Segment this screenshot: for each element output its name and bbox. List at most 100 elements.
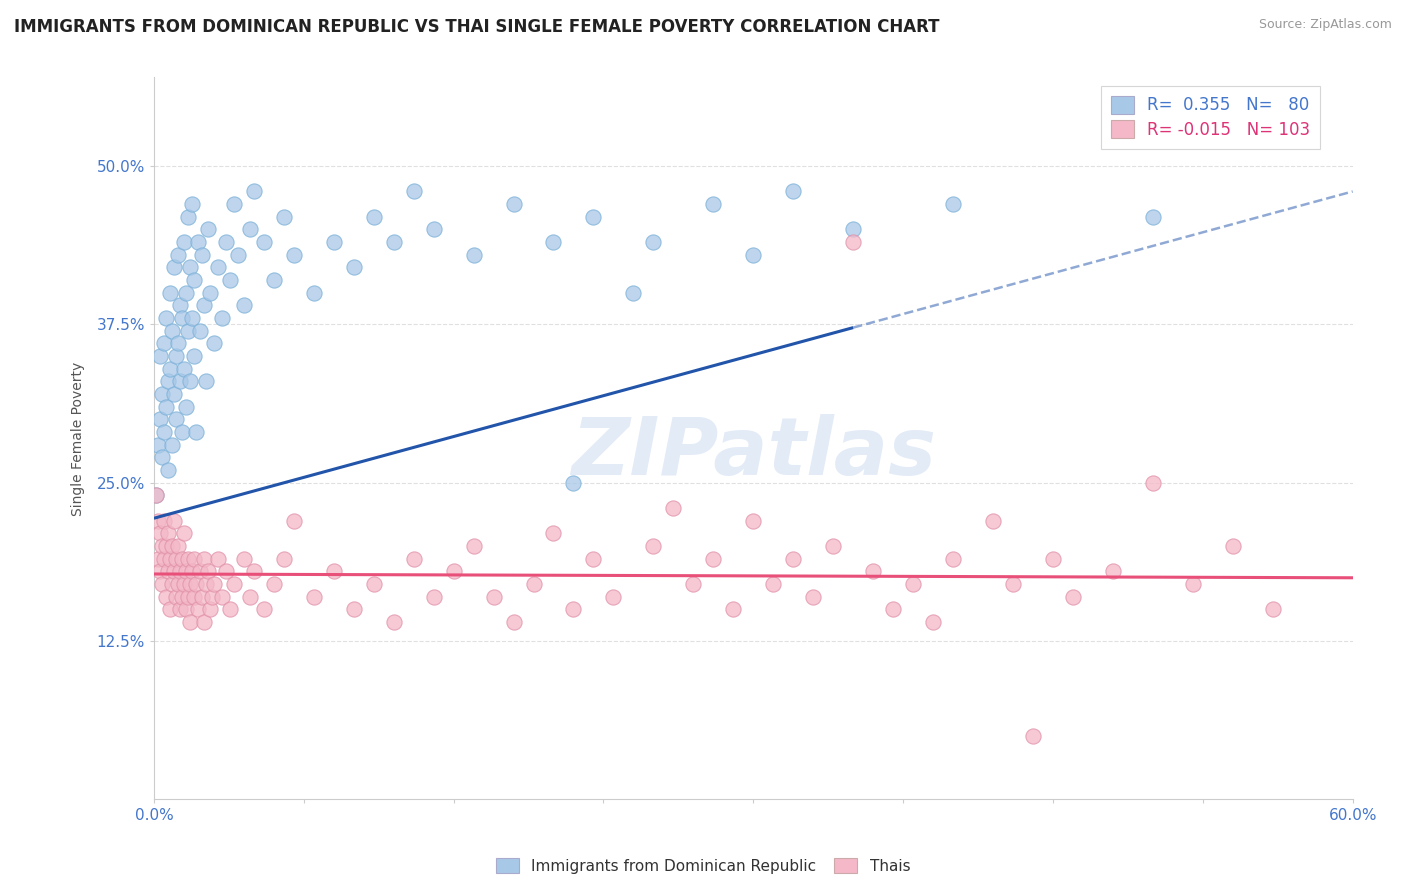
Point	[146, 514, 169, 528]
Point	[239, 590, 262, 604]
Point	[165, 412, 187, 426]
Point	[146, 438, 169, 452]
Point	[163, 514, 186, 528]
Point	[215, 565, 238, 579]
Point	[1102, 565, 1125, 579]
Point	[901, 577, 924, 591]
Point	[193, 551, 215, 566]
Point	[202, 336, 225, 351]
Point	[156, 375, 179, 389]
Point	[169, 298, 191, 312]
Point	[149, 565, 172, 579]
Point	[183, 551, 205, 566]
Point	[173, 361, 195, 376]
Point	[582, 210, 605, 224]
Point	[169, 602, 191, 616]
Point	[502, 197, 524, 211]
Point	[232, 551, 254, 566]
Point	[1261, 602, 1284, 616]
Point	[187, 235, 209, 249]
Point	[643, 539, 665, 553]
Point	[522, 577, 544, 591]
Point	[156, 565, 179, 579]
Point	[193, 615, 215, 629]
Point	[215, 235, 238, 249]
Point	[166, 539, 188, 553]
Point	[165, 551, 187, 566]
Point	[242, 185, 264, 199]
Point	[1142, 475, 1164, 490]
Point	[197, 222, 219, 236]
Point	[263, 577, 285, 591]
Point	[166, 248, 188, 262]
Point	[226, 248, 249, 262]
Point	[202, 577, 225, 591]
Point	[942, 197, 965, 211]
Point	[782, 185, 804, 199]
Point	[179, 615, 201, 629]
Point	[187, 602, 209, 616]
Point	[180, 565, 202, 579]
Point	[283, 248, 305, 262]
Point	[155, 311, 177, 326]
Point	[363, 210, 385, 224]
Point	[153, 336, 176, 351]
Point	[170, 425, 193, 439]
Point	[159, 602, 181, 616]
Point	[218, 273, 240, 287]
Point	[207, 551, 229, 566]
Point	[160, 539, 183, 553]
Text: IMMIGRANTS FROM DOMINICAN REPUBLIC VS THAI SINGLE FEMALE POVERTY CORRELATION CHA: IMMIGRANTS FROM DOMINICAN REPUBLIC VS TH…	[14, 18, 939, 36]
Point	[159, 361, 181, 376]
Point	[191, 590, 214, 604]
Point	[169, 375, 191, 389]
Point	[177, 590, 200, 604]
Point	[163, 260, 186, 275]
Point	[173, 577, 195, 591]
Legend: Immigrants from Dominican Republic, Thais: Immigrants from Dominican Republic, Thai…	[489, 852, 917, 880]
Point	[239, 222, 262, 236]
Point	[842, 235, 865, 249]
Point	[283, 514, 305, 528]
Point	[169, 565, 191, 579]
Point	[155, 539, 177, 553]
Point	[211, 590, 233, 604]
Point	[1022, 729, 1045, 743]
Point	[177, 551, 200, 566]
Point	[150, 387, 173, 401]
Point	[211, 311, 233, 326]
Point	[382, 615, 405, 629]
Point	[198, 285, 221, 300]
Point	[273, 210, 295, 224]
Point	[146, 551, 169, 566]
Point	[1042, 551, 1064, 566]
Point	[263, 273, 285, 287]
Point	[422, 590, 444, 604]
Point	[1002, 577, 1025, 591]
Point	[322, 235, 344, 249]
Point	[463, 248, 485, 262]
Point	[782, 551, 804, 566]
Point	[165, 349, 187, 363]
Point	[179, 577, 201, 591]
Point	[702, 551, 724, 566]
Point	[422, 222, 444, 236]
Point	[253, 602, 276, 616]
Y-axis label: Single Female Poverty: Single Female Poverty	[72, 361, 86, 516]
Point	[582, 551, 605, 566]
Point	[981, 514, 1004, 528]
Point	[145, 488, 167, 502]
Point	[177, 324, 200, 338]
Point	[402, 185, 425, 199]
Legend: R=  0.355   N=   80, R= -0.015   N= 103: R= 0.355 N= 80, R= -0.015 N= 103	[1101, 86, 1320, 149]
Point	[183, 590, 205, 604]
Point	[170, 590, 193, 604]
Point	[882, 602, 904, 616]
Point	[149, 412, 172, 426]
Point	[302, 285, 325, 300]
Point	[562, 602, 585, 616]
Point	[702, 197, 724, 211]
Point	[823, 539, 845, 553]
Point	[762, 577, 785, 591]
Point	[194, 577, 217, 591]
